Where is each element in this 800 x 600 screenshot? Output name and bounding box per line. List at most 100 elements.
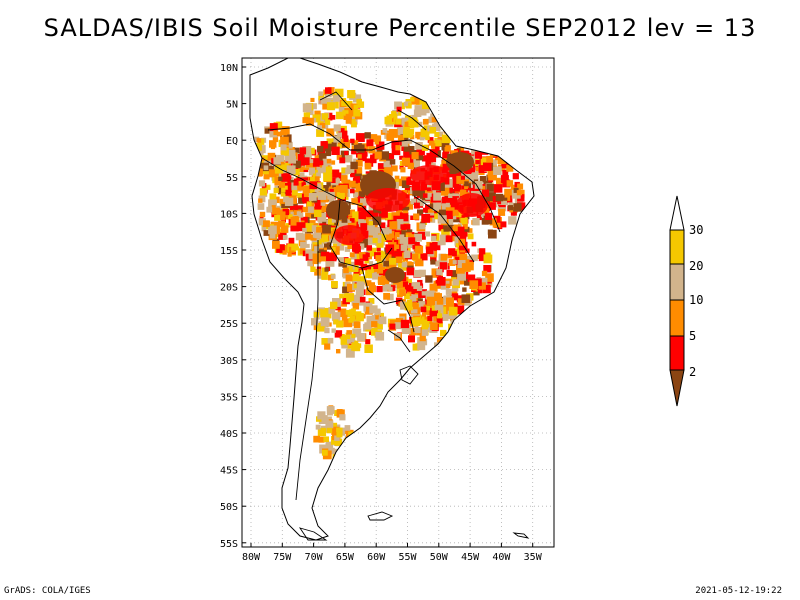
- moisture-cell: [444, 145, 451, 152]
- moisture-cell: [331, 177, 337, 183]
- moisture-cell: [452, 209, 459, 216]
- moisture-cell: [358, 243, 365, 250]
- moisture-cell: [308, 193, 317, 201]
- moisture-cell: [371, 321, 378, 328]
- moisture-cell: [320, 309, 328, 318]
- moisture-cell: [272, 136, 279, 143]
- moisture-cell: [330, 160, 336, 165]
- moisture-cell: [450, 328, 455, 334]
- moisture-cell: [434, 303, 442, 311]
- moisture-cell: [425, 204, 430, 210]
- moisture-cell: [401, 117, 410, 126]
- moisture-cell: [376, 147, 383, 154]
- moisture-cell: [352, 273, 360, 280]
- moisture-cell: [333, 124, 341, 132]
- moisture-cell: [418, 269, 426, 277]
- moisture-cell: [419, 334, 426, 342]
- moisture-cell: [357, 101, 365, 108]
- moisture-cell: [290, 216, 300, 226]
- moisture-cell: [380, 151, 389, 160]
- moisture-cell: [441, 314, 449, 321]
- moisture-cell: [399, 212, 409, 222]
- moisture-cell: [331, 142, 337, 148]
- moisture-cell: [336, 409, 345, 418]
- moisture-cell: [504, 193, 509, 198]
- moisture-cell: [479, 248, 486, 255]
- moisture-cell: [298, 197, 305, 204]
- moisture-cell: [324, 343, 331, 350]
- lat-label: 10N: [220, 63, 238, 74]
- moisture-cell: [408, 117, 418, 127]
- moisture-cell: [472, 218, 480, 226]
- moisture-cell: [269, 140, 277, 148]
- moisture-cell: [349, 252, 355, 258]
- moisture-cell: [439, 234, 447, 242]
- moisture-cell: [425, 192, 433, 200]
- footer-credit: GrADS: COLA/IGES: [4, 586, 91, 596]
- moisture-cell: [347, 283, 355, 292]
- moisture-cell: [297, 158, 305, 166]
- moisture-cell: [297, 154, 304, 160]
- moisture-cell: [297, 182, 306, 191]
- colorbar-label: 2: [689, 365, 696, 379]
- moisture-cell: [350, 138, 355, 144]
- moisture-cell: [444, 332, 453, 342]
- moisture-cell: [406, 154, 412, 161]
- moisture-cell: [380, 275, 390, 285]
- moisture-cell: [317, 242, 324, 249]
- moisture-cell: [437, 313, 443, 319]
- very-dry-area: [334, 225, 366, 245]
- country-borders: [261, 91, 501, 501]
- moisture-cell: [345, 274, 353, 282]
- moisture-cell: [438, 131, 443, 137]
- lat-label: 55S: [220, 539, 238, 550]
- moisture-cell: [304, 153, 312, 161]
- moisture-cell: [338, 257, 345, 264]
- moisture-cell: [371, 227, 380, 236]
- moisture-cell: [336, 427, 343, 435]
- moisture-cell: [372, 272, 379, 280]
- moisture-cell: [431, 143, 437, 149]
- moisture-cell: [467, 274, 476, 282]
- moisture-cell: [274, 214, 281, 221]
- moisture-cell: [427, 137, 434, 143]
- moisture-cell: [263, 220, 270, 228]
- moisture-cell: [483, 162, 492, 171]
- moisture-cell: [423, 309, 429, 315]
- moisture-cell: [429, 127, 437, 134]
- moisture-cell: [376, 240, 384, 248]
- moisture-cell: [457, 298, 465, 305]
- moisture-cell: [380, 251, 386, 256]
- moisture-cell: [404, 185, 412, 193]
- moisture-cell: [314, 166, 321, 172]
- moisture-cell: [331, 312, 341, 321]
- moisture-cell: [364, 158, 374, 167]
- moisture-cell: [409, 261, 414, 267]
- moisture-cell: [355, 183, 363, 191]
- moisture-cell: [257, 203, 265, 210]
- moisture-cell: [267, 152, 276, 161]
- moisture-cell: [312, 258, 319, 265]
- moisture-cell: [276, 244, 285, 253]
- moisture-cell: [338, 128, 345, 135]
- moisture-cell: [350, 315, 356, 321]
- lon-label: 70W: [305, 552, 324, 563]
- moisture-cell: [335, 111, 344, 120]
- moisture-cell: [312, 253, 322, 263]
- moisture-cell: [353, 321, 361, 329]
- moisture-cell: [288, 149, 296, 157]
- moisture-cell: [461, 263, 471, 272]
- moisture-cell: [513, 187, 519, 193]
- moisture-cell: [272, 241, 280, 249]
- moisture-cell: [313, 435, 320, 443]
- moisture-cell: [473, 289, 480, 296]
- moisture-cell: [341, 342, 348, 349]
- lon-label: 65W: [336, 552, 355, 563]
- moisture-cell: [410, 97, 415, 102]
- moisture-cell: [341, 135, 349, 142]
- moisture-cell: [500, 221, 507, 228]
- moisture-cell: [294, 147, 300, 153]
- moisture-cell: [278, 220, 286, 228]
- moisture-cell: [422, 193, 428, 198]
- moisture-cell: [451, 110, 458, 117]
